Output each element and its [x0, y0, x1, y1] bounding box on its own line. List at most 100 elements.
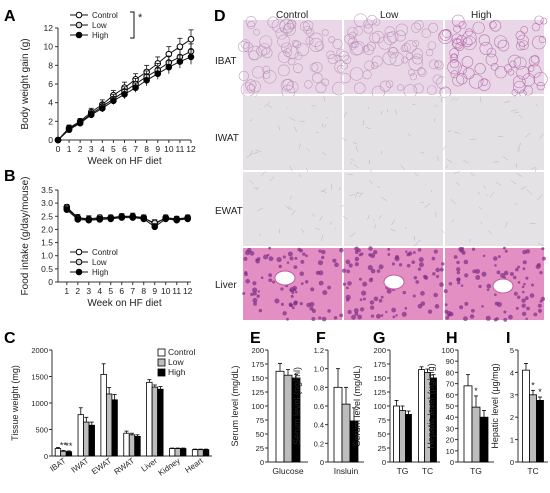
adipocyte-outline [449, 59, 459, 69]
legend-marker [75, 11, 83, 19]
hepatocyte-nucleus [535, 264, 541, 270]
histology-tile-bg [344, 20, 443, 94]
hepatocyte-nucleus [370, 277, 373, 281]
adipocyte-outline [474, 63, 486, 75]
hepatocyte-nucleus [427, 309, 433, 314]
hepatocyte-nucleus [485, 315, 491, 321]
fat-cell-membrane [369, 179, 373, 185]
data-point-high [140, 215, 148, 223]
x-tick-label: 7 [133, 144, 138, 154]
hepatocyte-nucleus [521, 290, 525, 294]
panel-c-label: C [4, 330, 16, 347]
adipocyte-outline [371, 61, 379, 70]
fat-cell-membrane [315, 227, 320, 230]
adipocyte-outline [283, 48, 292, 57]
hepatocyte-nucleus [475, 275, 481, 280]
bar-heart-control [191, 449, 199, 457]
adipocyte-outline [439, 29, 452, 41]
hepatocyte-nucleus [441, 262, 445, 266]
fat-cell-membrane [374, 224, 376, 229]
hepatocyte-nucleus [354, 256, 360, 262]
adipocyte-outline [252, 66, 265, 79]
hepatocyte-nucleus [413, 251, 416, 254]
hepatocyte-nucleus [341, 268, 347, 273]
hepatocyte-nucleus [522, 260, 527, 265]
hepatocyte-nucleus [508, 314, 513, 320]
significance-marker: * [138, 12, 143, 24]
histology-tile-liver-2 [443, 246, 546, 322]
adipocyte-outline [309, 37, 324, 53]
adipocyte-outline [369, 32, 380, 44]
hepatocyte-nucleus [391, 307, 397, 313]
hepatocyte-nucleus [266, 253, 270, 257]
adipocyte-outline [511, 89, 519, 96]
hepatocyte-nucleus [412, 294, 416, 298]
fat-cell-membrane [518, 115, 523, 119]
x-tick-label: 9 [155, 144, 160, 154]
panel-a-label: A [4, 8, 16, 25]
hepatocyte-nucleus [517, 265, 520, 269]
fat-cell-membrane [294, 126, 298, 133]
adipocyte-outline [533, 72, 548, 87]
hepatocyte-nucleus [289, 289, 293, 292]
hepatocyte-nucleus [362, 281, 368, 287]
bar-tg-control [463, 385, 473, 463]
data-point-high [76, 119, 84, 127]
hepatocyte-nucleus [322, 290, 328, 296]
y-tick-label: 1.0 [314, 365, 324, 374]
hepatocyte-nucleus [418, 257, 424, 263]
y-tick-label: 0.8 [314, 383, 324, 392]
x-axis-label: Week on HF diet [87, 298, 162, 309]
hepatocyte-nucleus [464, 273, 469, 278]
x-tick-label: 1 [64, 286, 69, 296]
hepatocyte-nucleus [346, 269, 351, 274]
hepatocyte-nucleus [470, 308, 475, 313]
adipocyte-outline [347, 37, 358, 48]
adipocyte-outline [351, 40, 359, 48]
panel-i-label: I [506, 330, 511, 347]
y-axis-label: Body weight gain (g) [20, 38, 31, 129]
y-tick-label: 2000 [31, 346, 48, 355]
x-tick-label: TC [527, 466, 538, 476]
adipocyte-outline [245, 16, 257, 28]
histology-row-ibat: IBAT [215, 56, 237, 67]
histology-row-iwat: IWAT [215, 133, 239, 144]
data-point-high [85, 216, 93, 224]
hepatocyte-nucleus [531, 283, 534, 287]
fat-cell-membrane [270, 176, 275, 181]
hepatocyte-nucleus [515, 306, 519, 310]
hepatocyte-nucleus [369, 305, 375, 310]
adipocyte-outline [508, 54, 522, 68]
histology-tile-iwat-1 [342, 96, 443, 175]
y-tick-label: 100 [251, 402, 264, 411]
fat-cell-membrane [517, 147, 520, 153]
legend-marker [75, 268, 83, 276]
fat-cell-membrane [451, 96, 456, 101]
fat-cell-membrane [367, 214, 370, 220]
fat-cell-membrane [535, 103, 539, 108]
legend-label-high: High [92, 268, 108, 277]
x-tick-label: 8 [141, 286, 146, 296]
adipocyte-outline [353, 13, 368, 27]
adipocyte-outline [462, 30, 477, 45]
y-tick-label: 25 [256, 444, 264, 453]
y-tick-label: 0 [48, 277, 53, 287]
y-tick-label: 40 [446, 413, 454, 422]
adipocyte-outline [305, 28, 315, 37]
histology-row-ewat: EWAT [215, 206, 243, 217]
adipocyte-outline [340, 62, 349, 70]
adipocyte-outline [455, 42, 465, 51]
hepatocyte-nucleus [318, 280, 324, 286]
adipocyte-outline [291, 39, 299, 47]
fat-cell-membrane [354, 192, 358, 198]
hepatocyte-nucleus [370, 314, 375, 318]
adipocyte-outline [428, 59, 439, 70]
legend-label-control: Control [92, 11, 118, 20]
hepatocyte-nucleus [280, 302, 284, 306]
hepatocyte-nucleus [327, 309, 331, 313]
hepatocyte-nucleus [513, 291, 518, 296]
hepatocyte-nucleus [394, 256, 400, 262]
adipocyte-outline [532, 35, 546, 50]
y-tick-label: 50 [378, 430, 386, 439]
